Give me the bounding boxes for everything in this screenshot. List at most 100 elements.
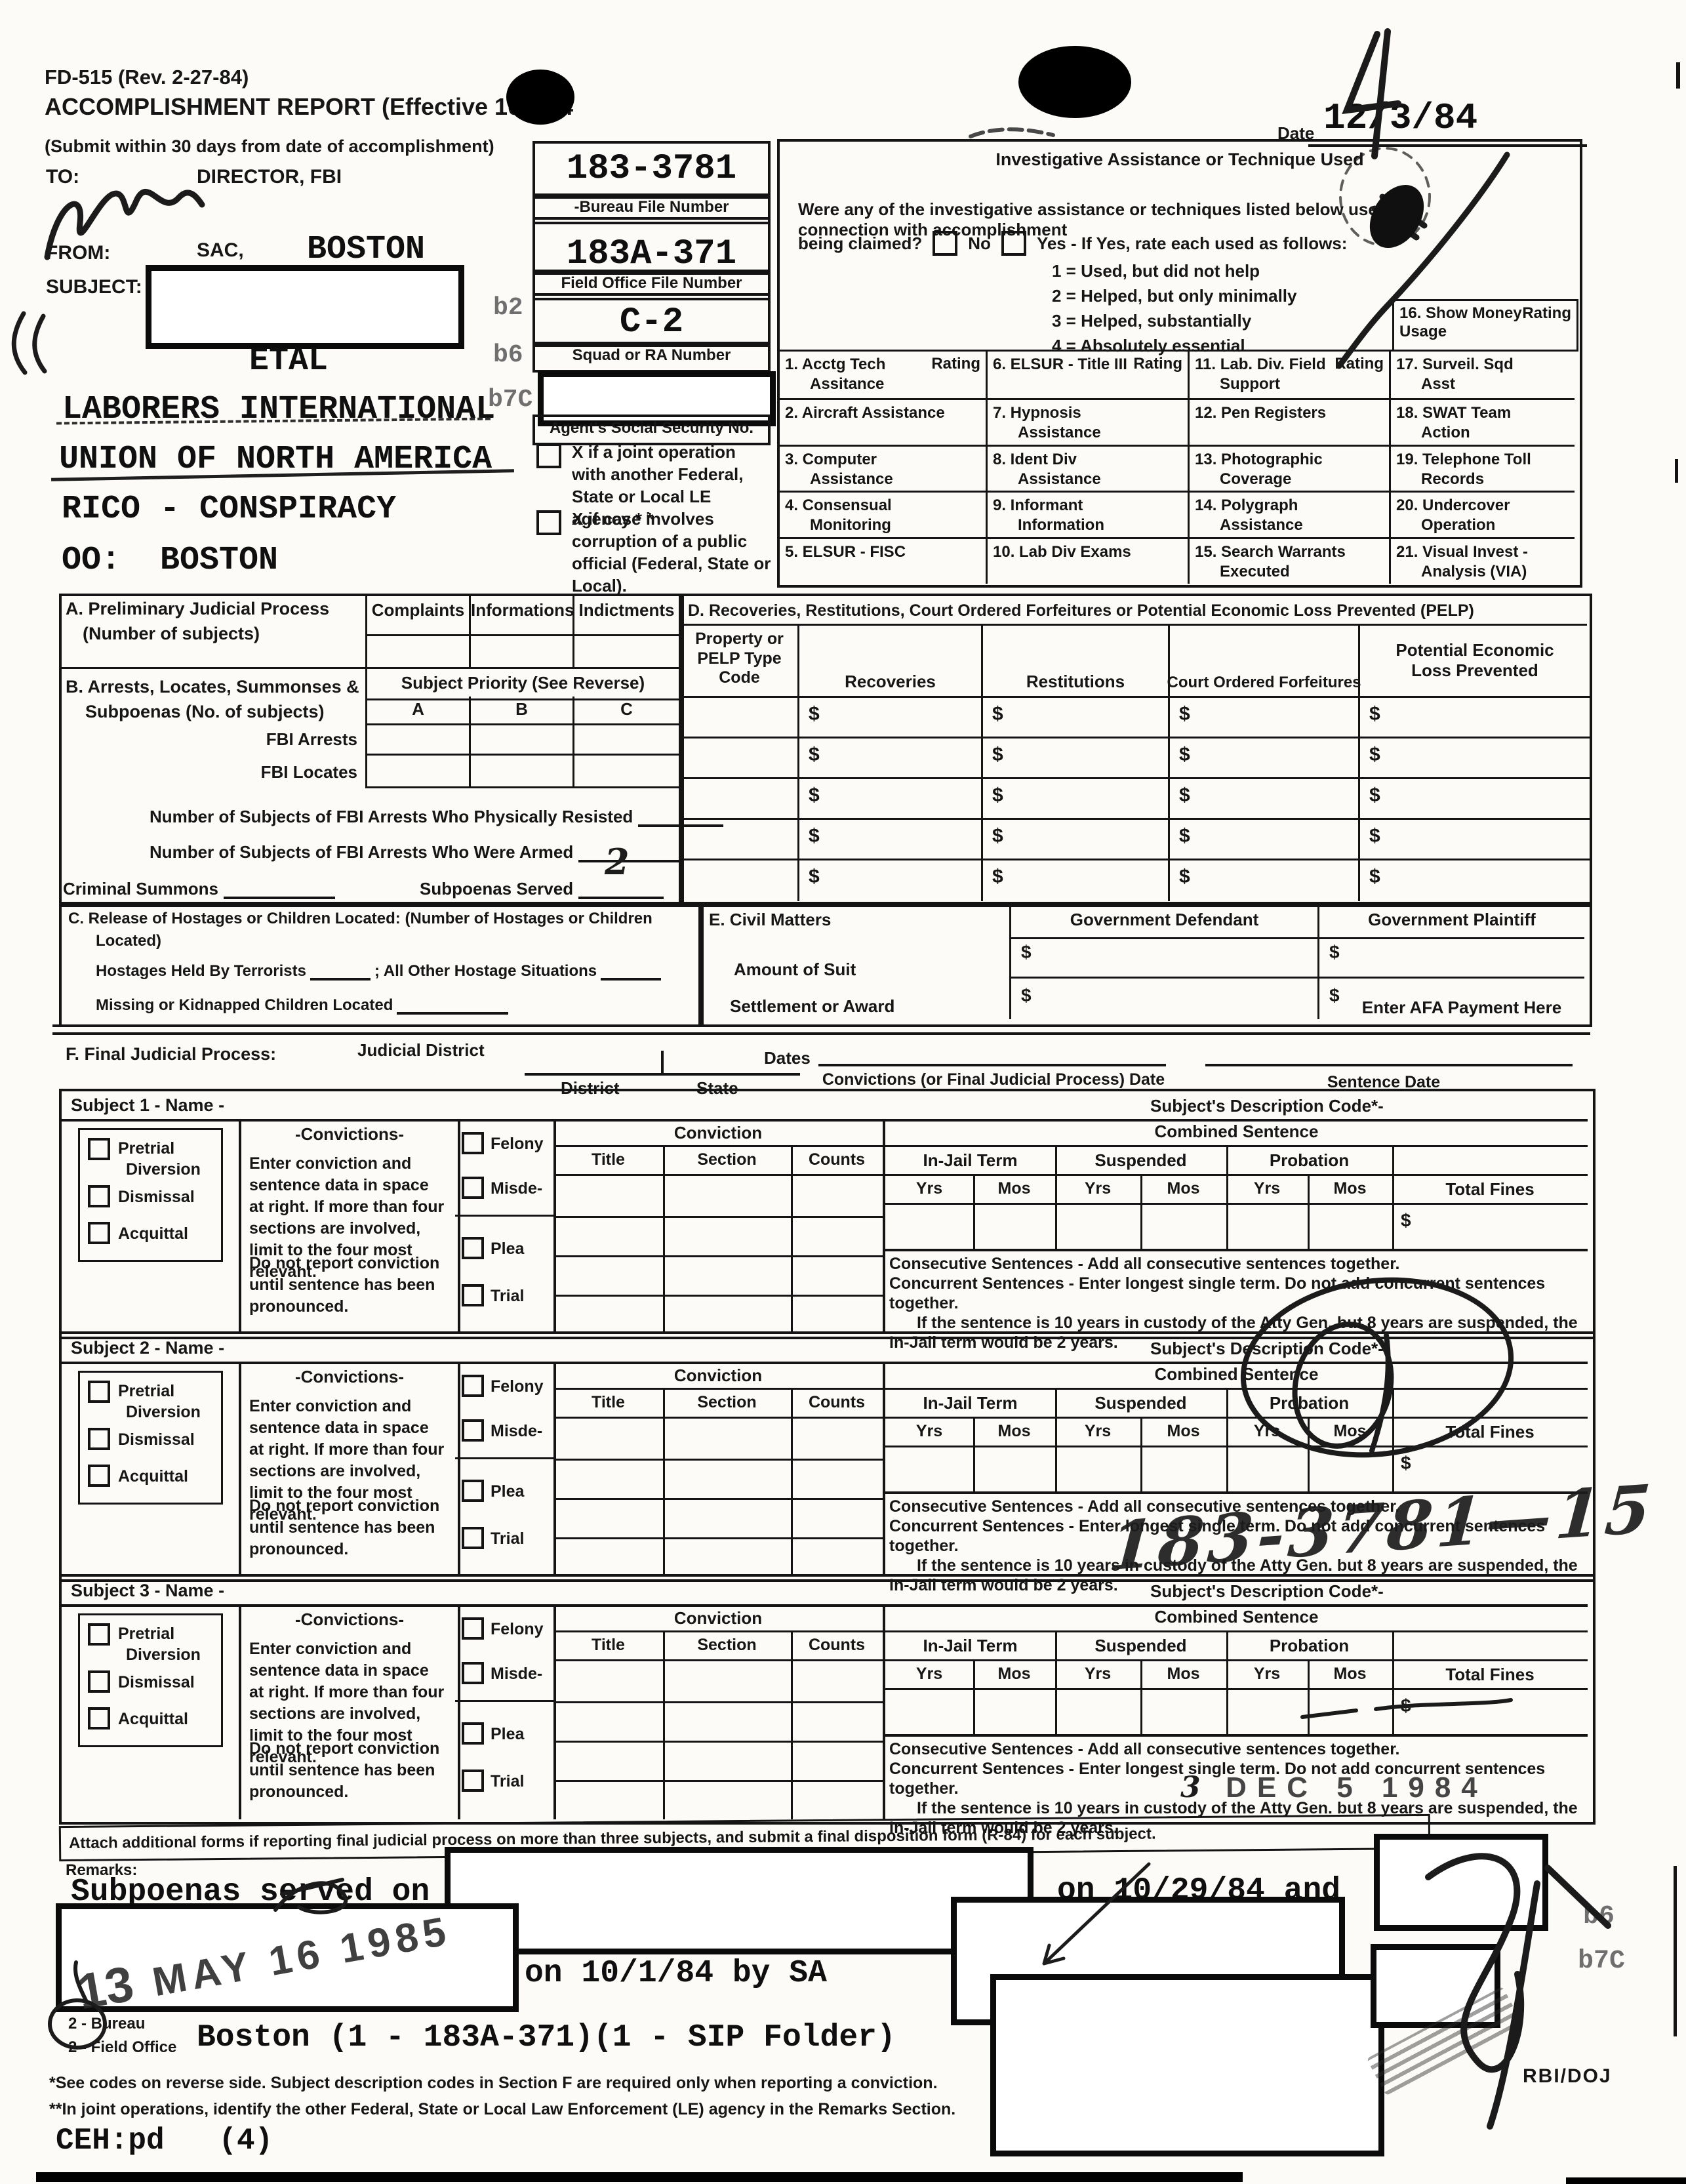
combined-vline	[1226, 1388, 1228, 1491]
d-col-code-3: Code	[719, 668, 760, 687]
dollar-sign: $	[1179, 784, 1190, 806]
technique-11: 11. Lab. Div. Field Support	[1195, 355, 1326, 393]
hostages-label: Hostages Held By Terrorists	[96, 962, 306, 980]
mos-label: Mos	[1333, 1179, 1367, 1198]
pretrial-checkbox	[88, 1138, 110, 1160]
d-cell: $	[799, 820, 983, 860]
convictions-title: -Convictions-	[294, 1609, 405, 1629]
yrs-label: Yrs	[1253, 1665, 1281, 1683]
d-cell: $	[1360, 860, 1590, 901]
combined-hline-heavy	[885, 1491, 1588, 1494]
technique-cell-13: 13. Photographic Coverage	[1190, 444, 1391, 491]
from-label: FROM:	[46, 242, 111, 264]
copy-bureau-line: 2 - Bureau	[68, 2015, 146, 2032]
felony-label: Felony	[491, 1377, 544, 1396]
note-1: Consecutive Sentences - Add all consecut…	[889, 1740, 1400, 1758]
classification-mark-b7c: b7C	[488, 386, 533, 414]
mos-label: Mos	[997, 1179, 1031, 1198]
redaction-box-large	[990, 1974, 1384, 2156]
d-cell: $	[1360, 738, 1590, 779]
dollar-sign: $	[992, 866, 1003, 887]
misdemeanor-label: Misde-	[491, 1422, 543, 1440]
date-underline	[1308, 144, 1587, 147]
instruction-1: Enter conviction and sentence data in sp…	[249, 1154, 445, 1281]
combined-vline	[1392, 1145, 1394, 1249]
col-counts: Counts	[808, 1150, 866, 1169]
ink-blob	[1018, 46, 1131, 118]
dollar-sign: $	[1369, 825, 1380, 847]
section-d-grid: Property or PELP Type Code Recoveries Re…	[681, 626, 1590, 901]
d-cell	[681, 860, 799, 901]
b-cell-empty	[471, 756, 574, 788]
dollar-sign: $	[1369, 784, 1380, 806]
plea-checkbox	[462, 1237, 484, 1259]
yrs-label: Yrs	[915, 1665, 943, 1683]
acquittal-checkbox	[88, 1222, 110, 1244]
section-d-title-rule	[681, 624, 1587, 626]
technique-cell-21: 21. Visual Invest - Analysis (VIA)	[1391, 537, 1575, 584]
technique-16-label: 16. Show Money Usage	[1399, 304, 1522, 341]
technique-13: 13. Photographic Coverage	[1195, 450, 1323, 488]
subpoenas-served-row: Subpoenas Served	[420, 879, 664, 899]
misdemeanor-checkbox	[462, 1419, 484, 1442]
subpoenas-served-label: Subpoenas Served	[420, 879, 574, 899]
conviction-header: Conviction	[553, 1604, 883, 1632]
technique-19: 19. Telephone Toll Records	[1396, 450, 1531, 488]
gov-plaintiff-header: Government Plaintiff	[1319, 904, 1584, 939]
conv-hline	[553, 1174, 883, 1176]
acquittal-label: Acquittal	[118, 1710, 188, 1728]
from-office: BOSTON	[307, 231, 426, 268]
d-col-recoveries: Recoveries	[799, 626, 983, 698]
remarks-line2-mid: on 10/1/84 by SA	[525, 1956, 827, 1991]
ink-blob	[506, 70, 574, 125]
col-indictments: Indictments	[574, 594, 679, 636]
techniques-title: Investigative Assistance or Technique Us…	[995, 150, 1364, 169]
d-col-restitutions-label: Restitutions	[1026, 672, 1125, 692]
priority-header: Subject Priority (See Reverse)	[367, 669, 679, 700]
district-state-tick	[661, 1051, 664, 1073]
section-a-subtitle: (Number of subjects)	[83, 624, 260, 643]
blank-line	[601, 974, 662, 981]
to-label: TO:	[46, 166, 80, 188]
mos-label: Mos	[997, 1665, 1031, 1683]
dollar-sign: $	[809, 703, 820, 725]
missing-row: Missing or Kidnapped Children Located	[96, 996, 509, 1015]
no-label: No	[968, 233, 991, 253]
convictions-title: -Convictions-	[294, 1367, 405, 1386]
d-cell	[681, 779, 799, 820]
col-counts: Counts	[808, 1636, 866, 1654]
technique-21: 21. Visual Invest - Analysis (VIA)	[1396, 543, 1528, 581]
section-ab-box	[59, 594, 684, 907]
technique-cell-7: 7. Hypnosis Assistance	[988, 397, 1190, 445]
field-office-file-label: Field Office File Number	[532, 270, 771, 300]
total-fines-label: Total Fines	[1445, 1422, 1535, 1442]
combined-hline	[885, 1446, 1588, 1447]
dollar-sign: $	[809, 866, 820, 887]
blank-line	[223, 893, 335, 899]
sentence-notes: Consecutive Sentences - Add all consecut…	[889, 1739, 1581, 1838]
technique-17: 17. Surveil. Sqd Asst	[1396, 355, 1514, 393]
remarks-label: Remarks:	[66, 1861, 138, 1879]
d-cell: $	[1170, 738, 1360, 779]
felony-checkbox	[462, 1375, 484, 1397]
redaction-box	[56, 1903, 519, 2012]
section-e-box: E. Civil Matters Amount of Suit Settleme…	[698, 902, 1592, 1027]
d-cell: $	[983, 779, 1170, 820]
technique-cell-1: 1. Acctg Tech Assitance Rating	[780, 352, 988, 398]
combined-vline	[973, 1174, 975, 1249]
technique-cell-15: 15. Search Warrants Executed	[1190, 537, 1391, 584]
col-section: Section	[697, 1150, 757, 1169]
conv-hline	[553, 1255, 883, 1257]
settlement-label: Settlement or Award	[730, 996, 895, 1016]
blank-line	[578, 893, 664, 899]
d-col-code: Property or PELP Type Code	[681, 626, 799, 698]
redaction-box-ssn	[538, 371, 776, 426]
note-2: Concurrent Sentences - Enter longest sin…	[889, 1517, 1546, 1555]
field-office-file-number: 183A-371	[566, 234, 737, 274]
dollar-sign: $	[1179, 866, 1190, 887]
subject-line-rico: RICO - CONSPIRACY	[62, 491, 397, 528]
subject-title: Subject 2 - Name -	[71, 1338, 225, 1358]
row-fbi-locates: FBI Locates	[260, 762, 357, 782]
col-title: Title	[592, 1636, 625, 1654]
redaction-box	[1374, 1834, 1548, 1931]
